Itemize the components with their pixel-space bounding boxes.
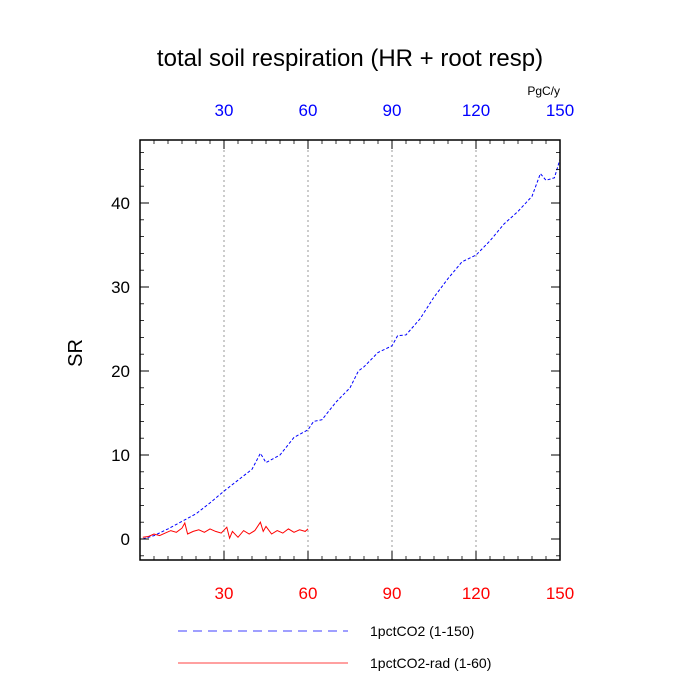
chart-title: total soil respiration (HR + root resp) [157, 45, 543, 72]
x-tick-label-bottom: 60 [299, 584, 318, 603]
x-tick-label-top: 30 [215, 101, 234, 120]
legend-label-2: 1pctCO2-rad (1-60) [370, 655, 491, 671]
y-tick-label: 10 [111, 446, 130, 465]
series-line-2 [142, 521, 309, 540]
legend-label-1: 1pctCO2 (1-150) [370, 623, 474, 639]
x-tick-label-top: 120 [462, 101, 490, 120]
series-line-1 [142, 159, 561, 540]
grid-lines [223, 140, 477, 560]
legend: 1pctCO2 (1-150) 1pctCO2-rad (1-60) [178, 623, 491, 671]
x-tick-label-top: 150 [546, 101, 574, 120]
x-tick-label-bottom: 90 [383, 584, 402, 603]
x-tick-label-top: 60 [299, 101, 318, 120]
axis-ticks: 30 30 60 60 90 90 120 120 150 150 0 10 20 30 40 [111, 101, 574, 603]
plot-frame [139, 139, 561, 561]
y-tick-label: 20 [111, 362, 130, 381]
series-layer [142, 159, 561, 540]
x-tick-label-bottom: 120 [462, 584, 490, 603]
y-tick-label: 30 [111, 278, 130, 297]
y-tick-label: 40 [111, 194, 130, 213]
x-tick-label-bottom: 150 [546, 584, 574, 603]
y-axis-label: SR [65, 339, 87, 367]
x-tick-label-bottom: 30 [215, 584, 234, 603]
x-tick-label-top: 90 [383, 101, 402, 120]
units-label: PgC/y [527, 84, 560, 98]
y-tick-label: 0 [121, 530, 130, 549]
